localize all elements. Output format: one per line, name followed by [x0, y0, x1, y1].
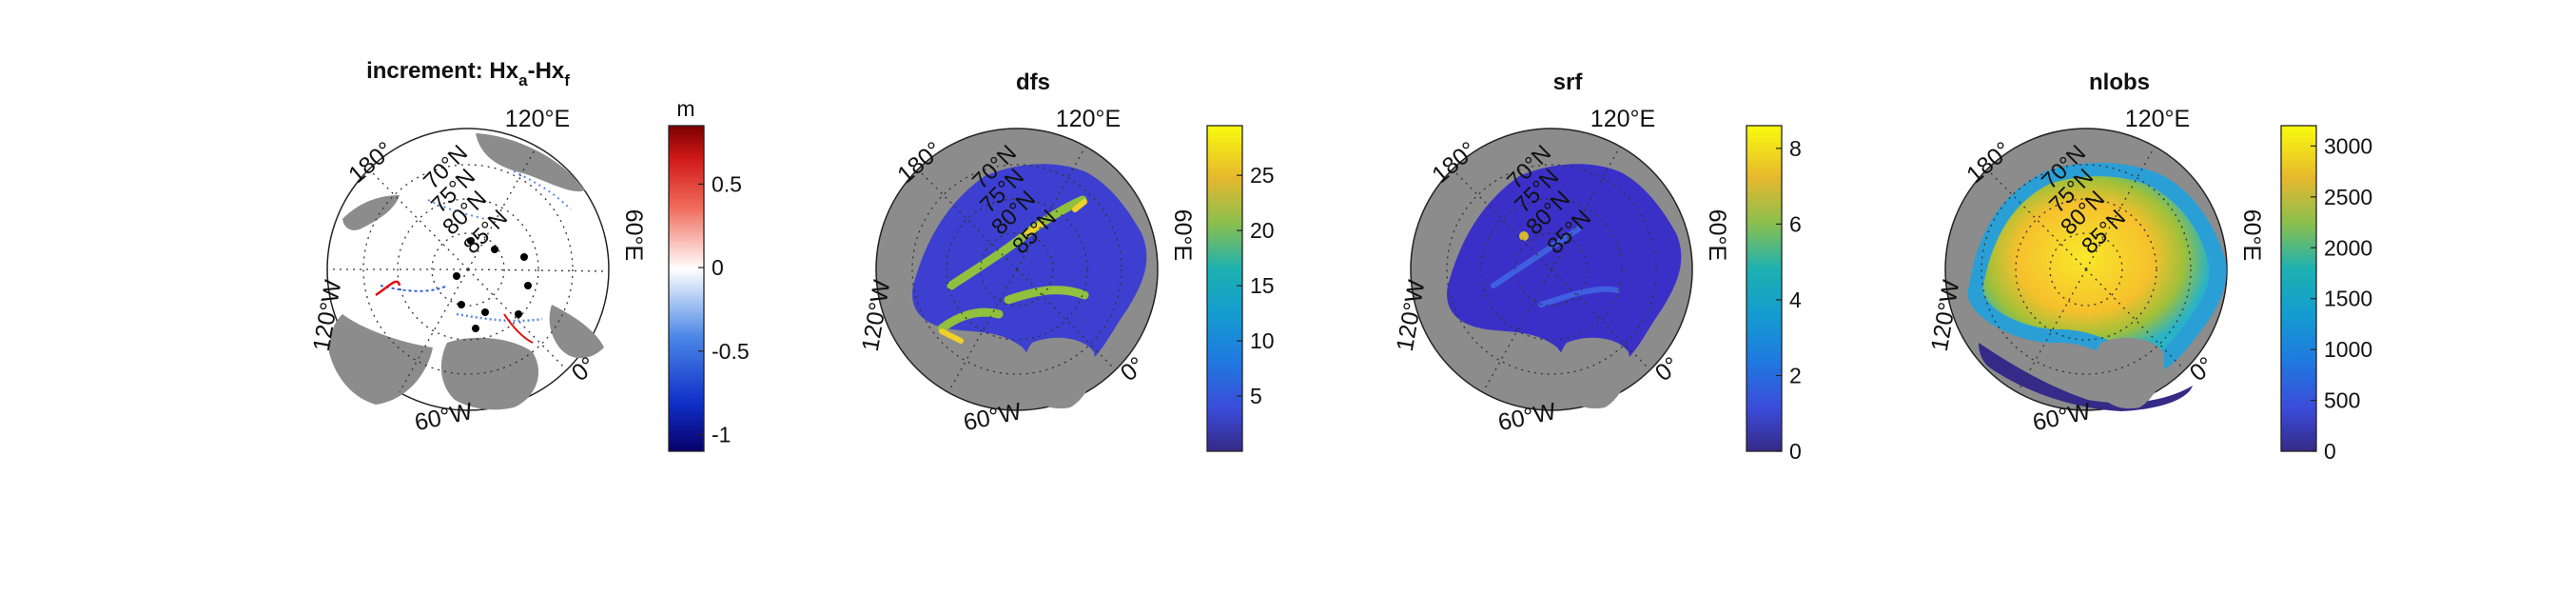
label-120e: 120°E	[1056, 106, 1121, 132]
label-120e: 120°E	[2125, 106, 2190, 132]
polar-map: 120°E 180° 60°E 120°W 60°W 0° 70°N 75°N …	[308, 106, 647, 436]
alaska-land	[342, 195, 400, 230]
label-60e: 60°E	[1704, 209, 1730, 261]
label-60e: 60°E	[1169, 209, 1196, 261]
panel-title: dfs	[1016, 69, 1050, 95]
lat-circle	[1446, 164, 1657, 375]
colorbar-tick-label: 8	[1789, 136, 1802, 161]
colorbar-tick-label: -1	[712, 422, 731, 446]
colorbar-tick-label: 0	[712, 255, 724, 280]
lat-circle	[362, 164, 574, 375]
polar-map: 120°E 180° 60°E 120°W 60°W 0° 70°N 75°N …	[1392, 106, 1730, 436]
colorbar-ticks: 0.5 0 -0.5 -1	[698, 171, 750, 446]
colorbar-ticks: 25 20 15 10 5	[1237, 163, 1275, 408]
siberia-land	[476, 133, 585, 191]
colorbar-tick-label: 5	[1250, 384, 1262, 408]
polar-map: 120°E 180° 60°E 120°W 60°W 0° 70°N 75°N …	[1926, 106, 2265, 436]
observation-points	[453, 237, 532, 332]
colorbar	[668, 125, 705, 452]
colorbar-tick-label: 2500	[2324, 185, 2372, 209]
colorbar	[2280, 125, 2317, 452]
lat-circle	[2015, 198, 2157, 341]
panel-increment: increment: Hxa-Hxf	[308, 58, 750, 452]
greenland-land	[1558, 337, 1630, 409]
polar-map: 120°E 180° 60°E 120°W 60°W 0° 70°N 75°N …	[857, 106, 1196, 436]
increment-speckles	[375, 170, 572, 344]
colorbar-tick-label: -0.5	[712, 339, 750, 364]
lat-circle	[1480, 198, 1623, 341]
label-120e: 120°E	[505, 106, 570, 132]
colorbar	[1206, 125, 1243, 452]
colorbar-dfs: 25 20 15 10 5	[1206, 125, 1275, 452]
srf-peak	[1519, 231, 1529, 241]
colorbar-nlobs: 3000 2500 2000 1500 1000 500 0	[2280, 125, 2372, 464]
label-60w: 60°W	[961, 398, 1024, 436]
colorbar-unit: m	[676, 96, 694, 121]
label-60w: 60°W	[2030, 398, 2093, 436]
lat-circle	[431, 232, 505, 307]
label-60w: 60°W	[1495, 398, 1558, 436]
colorbar-tick-label: 4	[1789, 288, 1802, 312]
colorbar-tick-label: 500	[2324, 388, 2360, 413]
lat-circle	[911, 164, 1122, 375]
panel-srf: srf 120°E 180° 60°E 120°W 60°W 0° 70°N 7…	[1392, 69, 1802, 464]
greenland-land	[1024, 337, 1095, 409]
panel-nlobs: nlobs 120°E 180° 60°E 120°W 60°W 0° 70°N…	[1926, 69, 2372, 464]
lat-circle	[946, 198, 1088, 341]
colorbar-tick-label: 1500	[2324, 287, 2372, 311]
colorbar-tick-label: 2000	[2324, 235, 2372, 260]
label-120e: 120°E	[1590, 106, 1655, 132]
panel-title: srf	[1553, 69, 1584, 95]
panel-dfs: dfs 120°E 180° 60°E 120°W 60°W 0° 70°N 7…	[857, 69, 1275, 452]
lat-circle	[2049, 232, 2123, 307]
europe-land	[549, 305, 604, 359]
lat-circle	[1514, 232, 1589, 307]
colorbar	[1746, 125, 1783, 452]
colorbar-tick-label: 15	[1250, 273, 1275, 298]
colorbar-tick-label: 0.5	[712, 171, 742, 196]
nlobs-edge	[1979, 343, 2193, 411]
lat-circle	[1981, 164, 2192, 375]
label-60w: 60°W	[412, 398, 475, 436]
colorbar-tick-label: 3000	[2324, 133, 2372, 158]
colorbar-srf: 8 6 4 2 0	[1746, 125, 1802, 464]
colorbar-tick-label: 2	[1789, 363, 1802, 387]
lat-circle	[980, 232, 1054, 307]
colorbar-tick-label: 10	[1250, 328, 1275, 353]
colorbar-tick-label: 0	[1789, 439, 1802, 464]
lat-circle	[397, 198, 539, 341]
greenland-land	[2093, 337, 2164, 409]
colorbar-tick-label: 1000	[2324, 337, 2372, 362]
colorbar-ticks: 8 6 4 2 0	[1776, 136, 1802, 464]
dfs-high-streaks	[937, 195, 1089, 333]
colorbar-tick-label: 25	[1250, 163, 1275, 188]
label-60e: 60°E	[620, 209, 647, 261]
panel-title: nlobs	[2089, 69, 2150, 95]
colorbar-increment: m 0.5 0 -0.5 -1	[668, 96, 750, 452]
colorbar-tick-label: 20	[1250, 218, 1275, 243]
dfs-peak	[939, 199, 1087, 344]
srf-streaks	[1491, 226, 1620, 307]
colorbar-tick-label: 0	[2324, 439, 2336, 464]
panel-title: increment: Hxa-Hxf	[366, 58, 570, 89]
colorbar-ticks: 3000 2500 2000 1500 1000 500 0	[2311, 133, 2372, 464]
canada-land	[329, 314, 433, 405]
label-60e: 60°E	[2238, 209, 2265, 261]
colorbar-tick-label: 6	[1789, 211, 1802, 236]
greenland-land	[440, 337, 539, 410]
